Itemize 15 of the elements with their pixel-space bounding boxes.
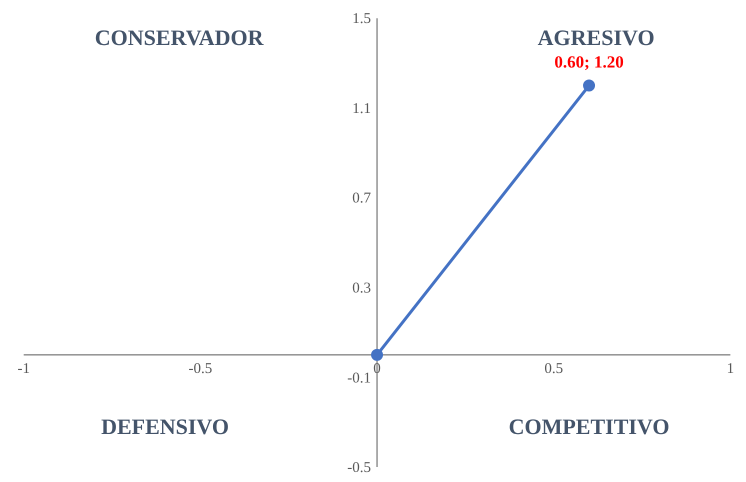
x-tick-label: -1 — [17, 360, 30, 377]
data-label: 0.60; 1.20 — [554, 52, 624, 72]
y-tick-label: 1.1 — [352, 100, 372, 117]
annotation: CONSERVADOR — [94, 24, 265, 50]
annotation: AGRESIVO — [538, 24, 655, 50]
y-tick-label: -0.1 — [347, 370, 372, 386]
x-tick-label: 0.5 — [544, 360, 564, 377]
y-tick-label: 0.7 — [352, 190, 372, 207]
y-tick-label: 0.3 — [352, 280, 372, 297]
x-tick-label: 1 — [726, 360, 734, 377]
x-tick-label: -0.5 — [188, 360, 212, 377]
y-tick-label: -0.5 — [347, 460, 372, 476]
annotation: COMPETITIVO — [508, 414, 670, 440]
annotation: DEFENSIVO — [101, 414, 229, 440]
y-tick-label: 1.5 — [352, 11, 372, 28]
